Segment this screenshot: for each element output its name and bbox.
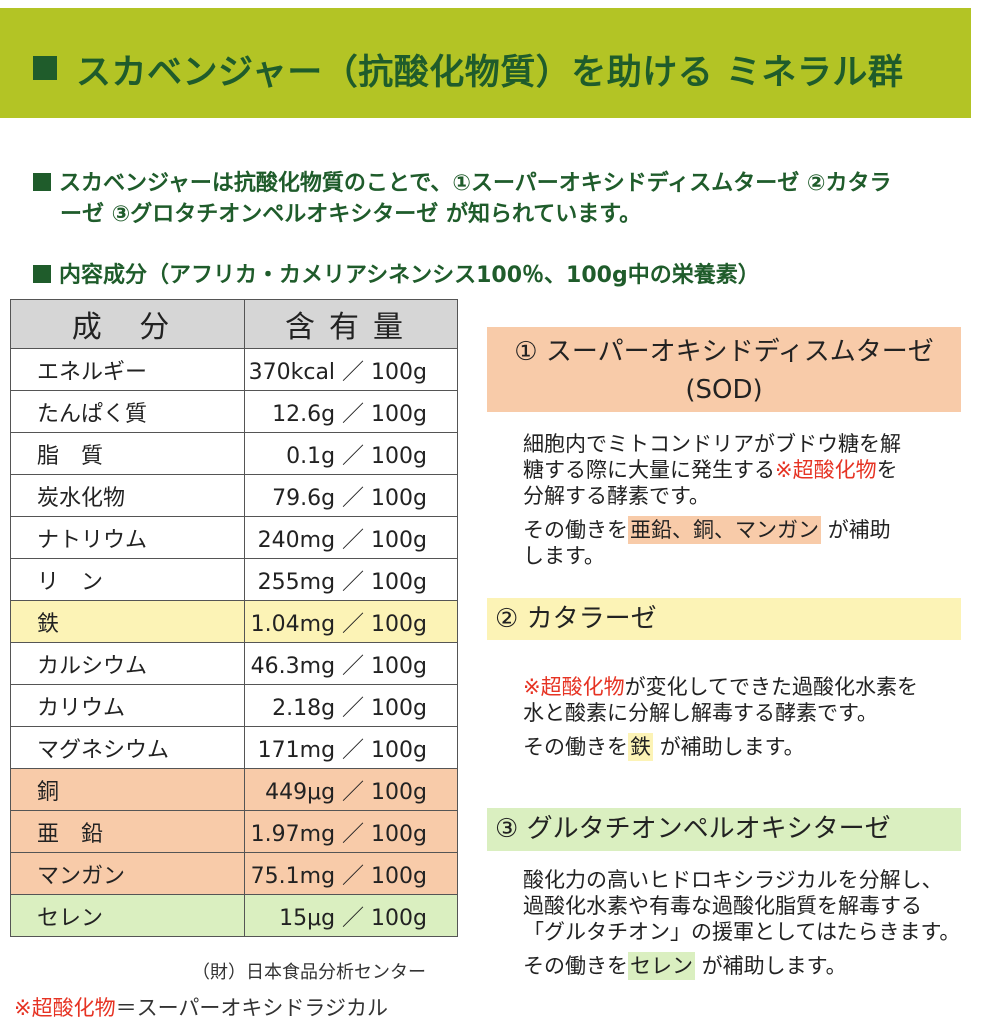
intro-text: スカベンジャーは抗酸化物質のことで、①スーパーオキシドディスムターゼ ②カタラ …: [33, 168, 963, 230]
row-value: 2.18g ／ 100g: [244, 684, 458, 727]
row-name: ナトリウム: [10, 516, 245, 559]
sod-help-line: その働きを亜鉛、銅、マンガン が補助: [523, 516, 963, 544]
gpx-help-line: その働きをセレン が補助します。: [523, 952, 978, 980]
square-bullet-icon: [33, 265, 51, 283]
table-row: カルシウム 46.3mg ／ 100g: [10, 642, 458, 685]
header-amount: 含有量: [244, 299, 458, 349]
row-name: カリウム: [10, 684, 245, 727]
row-name: エネルギー: [10, 348, 245, 391]
intro-line-1: スカベンジャーは抗酸化物質のことで、①スーパーオキシドディスムターゼ ②カタラ: [59, 171, 892, 196]
row-value: 75.1mg ／ 100g: [244, 852, 458, 895]
row-name: 脂 質: [10, 432, 245, 475]
row-name: 炭水化物: [10, 474, 245, 517]
row-name: カルシウム: [10, 642, 245, 685]
sod-text-3: を: [876, 458, 898, 482]
catalase-heading: ② カタラーゼ: [487, 598, 961, 640]
sod-text-1: 細胞内でミトコンドリアがブドウ糖を解: [523, 432, 901, 456]
catalase-text-1-line: ※超酸化物が変化してできた過酸化水素を: [523, 674, 963, 700]
row-name: セレン: [10, 894, 245, 937]
intro-line-2: ーゼ ③グロタチオンペルオキシターゼ が知られています。: [60, 202, 642, 227]
table-row: 炭水化物 79.6g ／ 100g: [10, 474, 458, 517]
composition-title-text: 内容成分（アフリカ・カメリアシネンシス100％、100g中の栄養素）: [59, 263, 760, 288]
gpx-text-2: 過酸化水素や有毒な過酸化脂質を解毒する: [523, 894, 922, 918]
row-value: 79.6g ／ 100g: [244, 474, 458, 517]
row-value: 255mg ／ 100g: [244, 558, 458, 601]
row-value: 0.1g ／ 100g: [244, 432, 458, 475]
header-component: 成 分: [10, 299, 245, 349]
row-value: 15μg ／ 100g: [244, 894, 458, 937]
row-name: 鉄: [10, 600, 245, 643]
gpx-heading: ③ グルタチオンペルオキシターゼ: [487, 808, 961, 851]
catalase-help-post: が補助します。: [659, 735, 805, 759]
table-row: エネルギー 370kcal ／ 100g: [10, 348, 458, 391]
sod-heading-line-2: (SOD): [685, 375, 763, 405]
row-name: マグネシウム: [10, 726, 245, 769]
footnote-term: ※超酸化物: [14, 996, 116, 1020]
row-value: 1.04mg ／ 100g: [244, 600, 458, 643]
row-name: 銅: [10, 768, 245, 811]
sod-superoxide-term: ※超酸化物: [775, 458, 877, 482]
sod-help-post: が補助: [827, 518, 891, 542]
row-name: たんぱく質: [10, 390, 245, 433]
gpx-text-1: 酸化力の高いヒドロキシラジカルを分解し、: [523, 868, 943, 892]
table-row: 脂 質 0.1g ／ 100g: [10, 432, 458, 475]
catalase-text-1: が変化してできた過酸化水素を: [624, 675, 918, 699]
row-name: マンガン: [10, 852, 245, 895]
catalase-description: ※超酸化物が変化してできた過酸化水素を 水と酸素に分解し解毒する酵素です。 その…: [523, 674, 963, 761]
row-name: リ ン: [10, 558, 245, 601]
table-row: ナトリウム 240mg ／ 100g: [10, 516, 458, 559]
gpx-description: 酸化力の高いヒドロキシラジカルを分解し、 過酸化水素や有毒な過酸化脂質を解毒する…: [523, 867, 978, 980]
row-value: 1.97mg ／ 100g: [244, 810, 458, 853]
catalase-help-minerals: 鉄: [628, 733, 653, 761]
sod-help-pre: その働きを: [523, 518, 628, 542]
catalase-help-line: その働きを鉄 が補助します。: [523, 733, 963, 761]
row-value: 171mg ／ 100g: [244, 726, 458, 769]
catalase-superoxide-term: ※超酸化物: [523, 675, 625, 699]
table-row-zinc: 亜 鉛 1.97mg ／ 100g: [10, 810, 458, 853]
table-row: マグネシウム 171mg ／ 100g: [10, 726, 458, 769]
gpx-help-pre: その働きを: [523, 954, 628, 978]
row-value: 12.6g ／ 100g: [244, 390, 458, 433]
square-bullet-icon: [33, 173, 51, 191]
row-value: 46.3mg ／ 100g: [244, 642, 458, 685]
composition-title: 内容成分（アフリカ・カメリアシネンシス100％、100g中の栄養素）: [33, 257, 760, 289]
gpx-help-post: が補助します。: [701, 954, 847, 978]
table-row-copper: 銅 449μg ／ 100g: [10, 768, 458, 811]
page-title: スカベンジャー（抗酸化物質）を助ける ミネラル群: [76, 53, 904, 93]
sod-help-minerals: 亜鉛、銅、マンガン: [628, 516, 821, 544]
sod-heading-line-1: ① スーパーオキシドディスムターゼ: [514, 337, 934, 367]
sod-help-end: します。: [523, 544, 605, 568]
sod-text-2-line: 糖する際に大量に発生する※超酸化物を: [523, 457, 963, 483]
row-value: 240mg ／ 100g: [244, 516, 458, 559]
sod-text-4: 分解する酵素です。: [523, 484, 710, 508]
table-header-row: 成 分 含有量: [10, 299, 458, 349]
table-row: カリウム 2.18g ／ 100g: [10, 684, 458, 727]
title-banner: スカベンジャー（抗酸化物質）を助ける ミネラル群: [0, 8, 971, 118]
footnote-definition: ＝スーパーオキシドラジカル: [115, 996, 388, 1020]
table-row: たんぱく質 12.6g ／ 100g: [10, 390, 458, 433]
row-name: 亜 鉛: [10, 810, 245, 853]
gpx-text-3: 「グルタチオン」の援軍としてはたらきます。: [523, 920, 961, 944]
source-note: （財）日本食品分析センター: [192, 962, 426, 983]
sod-heading: ① スーパーオキシドディスムターゼ (SOD): [487, 327, 961, 412]
table-row-selenium: セレン 15μg ／ 100g: [10, 894, 458, 937]
table-row-manganese: マンガン 75.1mg ／ 100g: [10, 852, 458, 895]
row-value: 449μg ／ 100g: [244, 768, 458, 811]
nutrition-table: 成 分 含有量 エネルギー 370kcal ／ 100g たんぱく質 12.6g ／…: [10, 299, 458, 937]
table-row: リ ン 255mg ／ 100g: [10, 558, 458, 601]
square-bullet-icon: [33, 56, 57, 80]
gpx-help-minerals: セレン: [628, 952, 695, 980]
row-value: 370kcal ／ 100g: [244, 348, 458, 391]
sod-text-2: 糖する際に大量に発生する: [523, 458, 775, 482]
catalase-help-pre: その働きを: [523, 735, 628, 759]
catalase-text-2: 水と酸素に分解し解毒する酵素です。: [523, 701, 878, 725]
table-row-iron: 鉄 1.04mg ／ 100g: [10, 600, 458, 643]
footnote: ※超酸化物＝スーパーオキシドラジカル: [14, 992, 388, 1022]
sod-description: 細胞内でミトコンドリアがブドウ糖を解 糖する際に大量に発生する※超酸化物を 分解…: [523, 431, 963, 569]
